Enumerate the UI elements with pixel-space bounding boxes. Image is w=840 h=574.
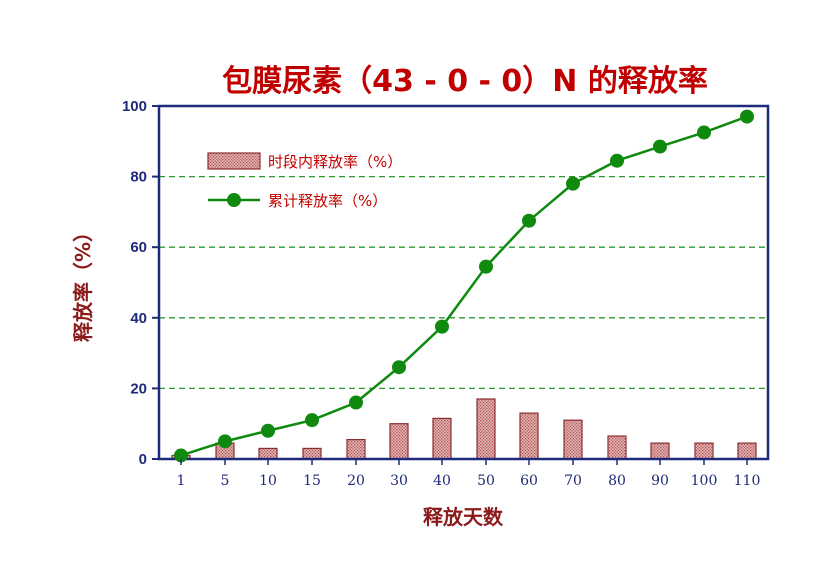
x-tick-label: 60 <box>520 473 538 489</box>
bar <box>432 417 452 460</box>
x-tick-label: 80 <box>608 473 626 489</box>
y-tick-label: 20 <box>130 380 147 397</box>
line-point <box>697 125 711 140</box>
line-point <box>566 176 580 191</box>
plot-frame <box>157 104 770 461</box>
line-series <box>174 109 754 463</box>
bar <box>258 447 278 460</box>
legend-line-marker <box>227 193 241 207</box>
y-axis-ticks: 0 20 40 60 80 100 <box>122 98 159 468</box>
bar <box>563 419 583 460</box>
line-point <box>479 259 493 274</box>
legend-bar-label: 时段内释放率（%） <box>268 153 402 171</box>
x-axis-ticks: 1 5 10 15 20 30 40 50 60 70 80 90 100 110 <box>177 459 761 489</box>
chart-title: 包膜尿素（43 - 0 - 0）N 的释放率 <box>222 64 708 99</box>
line-point <box>349 395 363 410</box>
line-point <box>435 319 449 334</box>
line-point <box>522 213 536 228</box>
x-tick-label: 110 <box>734 473 761 489</box>
x-tick-label: 50 <box>477 473 495 489</box>
line-point <box>261 423 275 438</box>
bar <box>650 442 670 460</box>
y-tick-label: 40 <box>130 310 147 327</box>
line-point <box>653 139 667 154</box>
line-point <box>610 153 624 168</box>
x-tick-label: 15 <box>303 473 321 489</box>
bar <box>302 447 322 460</box>
cumulative-line <box>180 115 748 457</box>
x-tick-label: 90 <box>651 473 669 489</box>
x-tick-label: 10 <box>259 473 277 489</box>
bar <box>346 438 366 460</box>
legend-line-label: 累计释放率（%） <box>268 192 387 210</box>
y-tick-label: 0 <box>139 451 147 468</box>
bar <box>694 442 714 460</box>
line-point <box>174 448 188 463</box>
x-tick-label: 70 <box>564 473 582 489</box>
bar <box>737 442 757 460</box>
line-point <box>740 109 754 124</box>
bar <box>519 412 539 460</box>
gridlines <box>159 175 768 390</box>
x-tick-label: 20 <box>347 473 365 489</box>
bar <box>607 435 627 460</box>
y-axis-title: 释放率（%） <box>71 222 95 342</box>
x-tick-label: 100 <box>691 473 718 489</box>
bar <box>389 423 409 460</box>
line-point <box>392 360 406 375</box>
legend-bar-swatch <box>207 152 261 170</box>
y-tick-label: 60 <box>130 239 147 256</box>
y-tick-label: 80 <box>130 169 147 186</box>
line-point <box>305 413 319 428</box>
x-tick-label: 1 <box>177 473 186 489</box>
line-point <box>218 434 232 449</box>
x-tick-label: 5 <box>221 473 230 489</box>
bar <box>476 398 496 460</box>
bar-series <box>171 398 757 460</box>
y-tick-label: 100 <box>122 98 147 115</box>
x-tick-label: 30 <box>390 473 408 489</box>
x-axis-title: 释放天数 <box>423 505 504 529</box>
legend: 时段内释放率（%） 累计释放率（%） <box>207 152 402 210</box>
x-tick-label: 40 <box>433 473 451 489</box>
